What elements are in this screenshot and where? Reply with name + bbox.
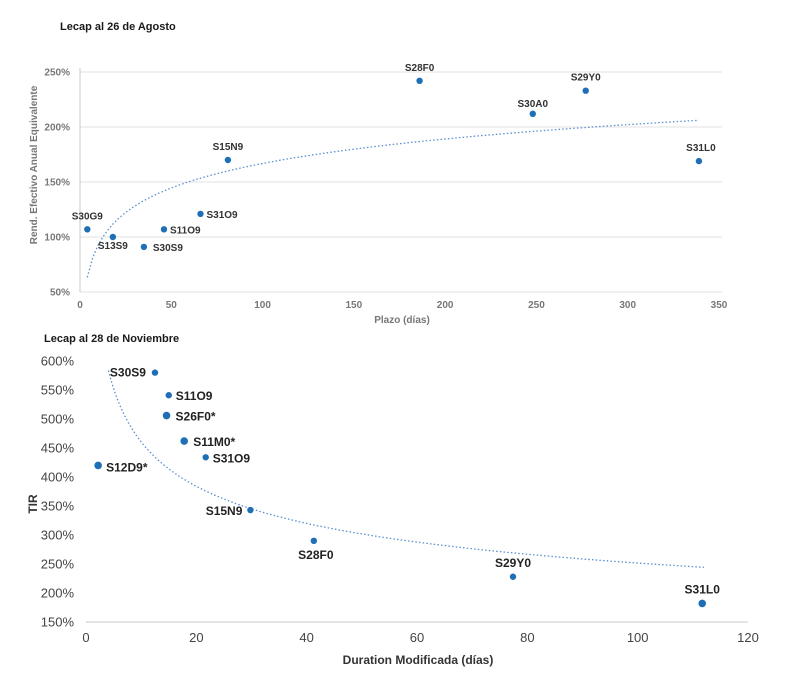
chart2-y-ticks: 150% 200% 250% 300% 350% 400% 450% 500% 550% 600%	[41, 354, 75, 630]
chart1-y-tick-label: 200%	[44, 123, 70, 134]
chart2-y-tick-label: 500%	[41, 412, 75, 427]
chart2-points: S30S9 S11O9 S26F0* S11M0* S31O9 S12D9* S15N9 S2…	[94, 366, 720, 608]
chart2-y-axis-label: TIR	[26, 494, 40, 514]
chart2-data-label: S12D9*	[106, 460, 148, 474]
chart-lecap-agosto: Lecap al 26 de Agosto 50% 100% 150% 200% 250…	[29, 21, 728, 326]
chart2-y-tick-label: 200%	[41, 586, 75, 601]
chart1-point-s30g9	[84, 226, 91, 233]
chart1-data-label: S15N9	[213, 142, 244, 153]
chart1-trendline	[86, 119, 699, 278]
chart2-data-label: S11M0*	[193, 435, 235, 449]
chart1-points: S30G9 S13S9 S30S9 S11O9 S31O9 S15N9 S28F0 S30A0…	[72, 63, 716, 254]
chart1-point-s15n9	[224, 156, 232, 164]
chart1-data-label: S30S9	[153, 243, 183, 254]
chart1-y-tick-label: 150%	[44, 178, 70, 189]
chart2-data-label: S30S9	[110, 366, 146, 380]
chart2-point-s30s9	[151, 369, 159, 376]
chart1-y-tick-label: 100%	[44, 233, 70, 244]
chart2-point-s29y0	[509, 573, 517, 580]
chart2-data-label: S31L0	[685, 582, 721, 596]
chart1-data-label: S30A0	[517, 99, 548, 110]
chart2-data-label: S15N9	[206, 504, 243, 518]
chart1-title: Lecap al 26 de Agosto	[60, 21, 176, 33]
chart2-x-tick-label: 40	[299, 630, 313, 645]
chart2-x-ticks: 0 20 40 60 80 100 120	[82, 630, 758, 645]
chart1-data-label: S28F0	[405, 63, 435, 74]
chart1-data-label: S31L0	[686, 143, 716, 154]
chart1-x-tick-label: 250	[528, 300, 545, 311]
chart2-point-s11m0-star	[180, 437, 188, 445]
chart2-x-tick-label: 20	[189, 630, 203, 645]
chart2-x-tick-label: 80	[520, 630, 534, 645]
chart1-x-tick-label: 300	[619, 300, 636, 311]
chart1-x-tick-label: 150	[346, 300, 363, 311]
chart1-x-tick-label: 200	[437, 300, 454, 311]
chart1-x-tick-label: 50	[166, 300, 178, 311]
chart1-point-s31l0	[695, 157, 703, 165]
chart1-point-s28f0	[416, 77, 423, 85]
chart2-data-label: S28F0	[298, 548, 334, 562]
chart1-data-label: S30G9	[72, 211, 104, 222]
chart2-y-tick-label: 300%	[41, 528, 75, 543]
chart2-x-axis-label: Duration Modificada (días)	[343, 653, 494, 667]
chart1-data-label: S29Y0	[571, 73, 601, 84]
chart1-point-s30s9	[140, 243, 148, 251]
chart2-y-tick-label: 350%	[41, 499, 75, 514]
chart2-point-s26f0-star	[162, 411, 171, 420]
chart2-trendline	[107, 370, 704, 568]
chart1-point-s13s9	[109, 233, 117, 241]
chart1-data-label: S31O9	[206, 210, 238, 221]
chart1-x-tick-label: 350	[711, 300, 728, 311]
chart2-y-tick-label: 400%	[41, 470, 75, 485]
chart2-y-tick-label: 600%	[41, 354, 75, 369]
chart2-x-tick-label: 60	[410, 630, 424, 645]
chart2-point-s28f0	[310, 537, 318, 544]
chart1-x-tick-label: 0	[77, 300, 83, 311]
chart2-point-s31o9	[202, 454, 209, 461]
chart2-data-label: S11O9	[176, 389, 213, 403]
chart1-x-tick-label: 100	[254, 300, 271, 311]
chart-lecap-noviembre: Lecap al 28 de Noviembre 150% 200% 250% 300…	[26, 333, 759, 667]
chart1-point-s31o9	[197, 210, 204, 218]
chart2-y-tick-label: 150%	[41, 615, 75, 630]
chart2-title: Lecap al 28 de Noviembre	[44, 333, 179, 345]
chart1-y-ticks: 50% 100% 150% 200% 250%	[44, 68, 70, 299]
chart2-point-s11o9	[165, 392, 172, 399]
chart1-y-tick-label: 50%	[50, 288, 70, 299]
chart1-point-s29y0	[582, 87, 589, 94]
chart2-y-tick-label: 450%	[41, 441, 75, 456]
chart1-data-label: S11O9	[170, 225, 201, 236]
chart2-point-s12d9-star	[94, 461, 102, 470]
chart1-point-s30a0	[529, 110, 536, 118]
chart2-data-label: S29Y0	[495, 556, 531, 570]
chart2-point-s15n9	[247, 506, 254, 514]
chart1-y-tick-label: 250%	[44, 68, 70, 79]
chart2-point-s31l0	[698, 599, 707, 608]
chart2-x-tick-label: 120	[737, 630, 759, 645]
chart1-x-axis-label: Plazo (días)	[374, 315, 430, 326]
chart1-x-ticks: 0 50 100 150 200 250 300 350	[77, 300, 728, 311]
chart2-data-label: S26F0*	[176, 410, 216, 424]
chart2-y-tick-label: 250%	[41, 557, 75, 572]
chart2-x-tick-label: 0	[82, 630, 89, 645]
chart1-gridlines	[79, 68, 722, 293]
chart1-data-label: S13S9	[98, 241, 128, 252]
chart2-y-tick-label: 550%	[41, 383, 75, 398]
chart2-data-label: S31O9	[213, 451, 251, 465]
chart1-point-s11o9	[160, 226, 168, 233]
chart1-y-axis-label: Rend. Efectivo Anual Equivalente	[29, 85, 40, 244]
chart2-x-tick-label: 100	[627, 630, 649, 645]
